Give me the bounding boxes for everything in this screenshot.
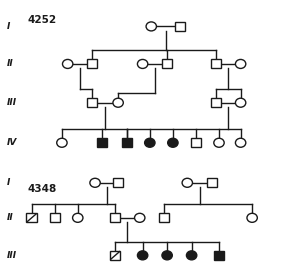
FancyBboxPatch shape [207, 178, 217, 187]
Circle shape [182, 178, 192, 187]
Text: III: III [7, 98, 17, 107]
FancyBboxPatch shape [110, 213, 120, 222]
FancyBboxPatch shape [49, 213, 60, 222]
FancyBboxPatch shape [87, 59, 97, 68]
Text: I: I [7, 178, 10, 187]
Text: II: II [7, 213, 14, 222]
Text: I: I [7, 22, 10, 31]
Circle shape [134, 213, 145, 222]
FancyBboxPatch shape [122, 138, 132, 147]
Text: 4252: 4252 [27, 15, 56, 25]
Circle shape [162, 251, 172, 260]
Circle shape [72, 213, 83, 222]
FancyBboxPatch shape [211, 98, 221, 107]
FancyBboxPatch shape [211, 59, 221, 68]
Text: 4348: 4348 [27, 184, 56, 194]
FancyBboxPatch shape [113, 178, 123, 187]
Circle shape [137, 59, 148, 68]
Circle shape [187, 251, 197, 260]
FancyBboxPatch shape [214, 251, 224, 260]
FancyBboxPatch shape [110, 251, 120, 260]
Circle shape [146, 22, 157, 31]
FancyBboxPatch shape [87, 98, 97, 107]
Text: III: III [7, 251, 17, 260]
Text: IV: IV [7, 138, 17, 147]
Circle shape [235, 98, 246, 107]
Circle shape [168, 138, 178, 147]
Circle shape [113, 98, 123, 107]
Text: II: II [7, 59, 14, 68]
FancyBboxPatch shape [162, 59, 172, 68]
Circle shape [137, 251, 148, 260]
Circle shape [57, 138, 67, 147]
Circle shape [235, 59, 246, 68]
FancyBboxPatch shape [159, 213, 169, 222]
Circle shape [145, 138, 155, 147]
Circle shape [90, 178, 100, 187]
FancyBboxPatch shape [26, 213, 37, 222]
FancyBboxPatch shape [97, 138, 107, 147]
Circle shape [247, 213, 257, 222]
Circle shape [63, 59, 73, 68]
FancyBboxPatch shape [191, 138, 201, 147]
Circle shape [235, 138, 246, 147]
Circle shape [214, 138, 224, 147]
FancyBboxPatch shape [175, 22, 185, 31]
